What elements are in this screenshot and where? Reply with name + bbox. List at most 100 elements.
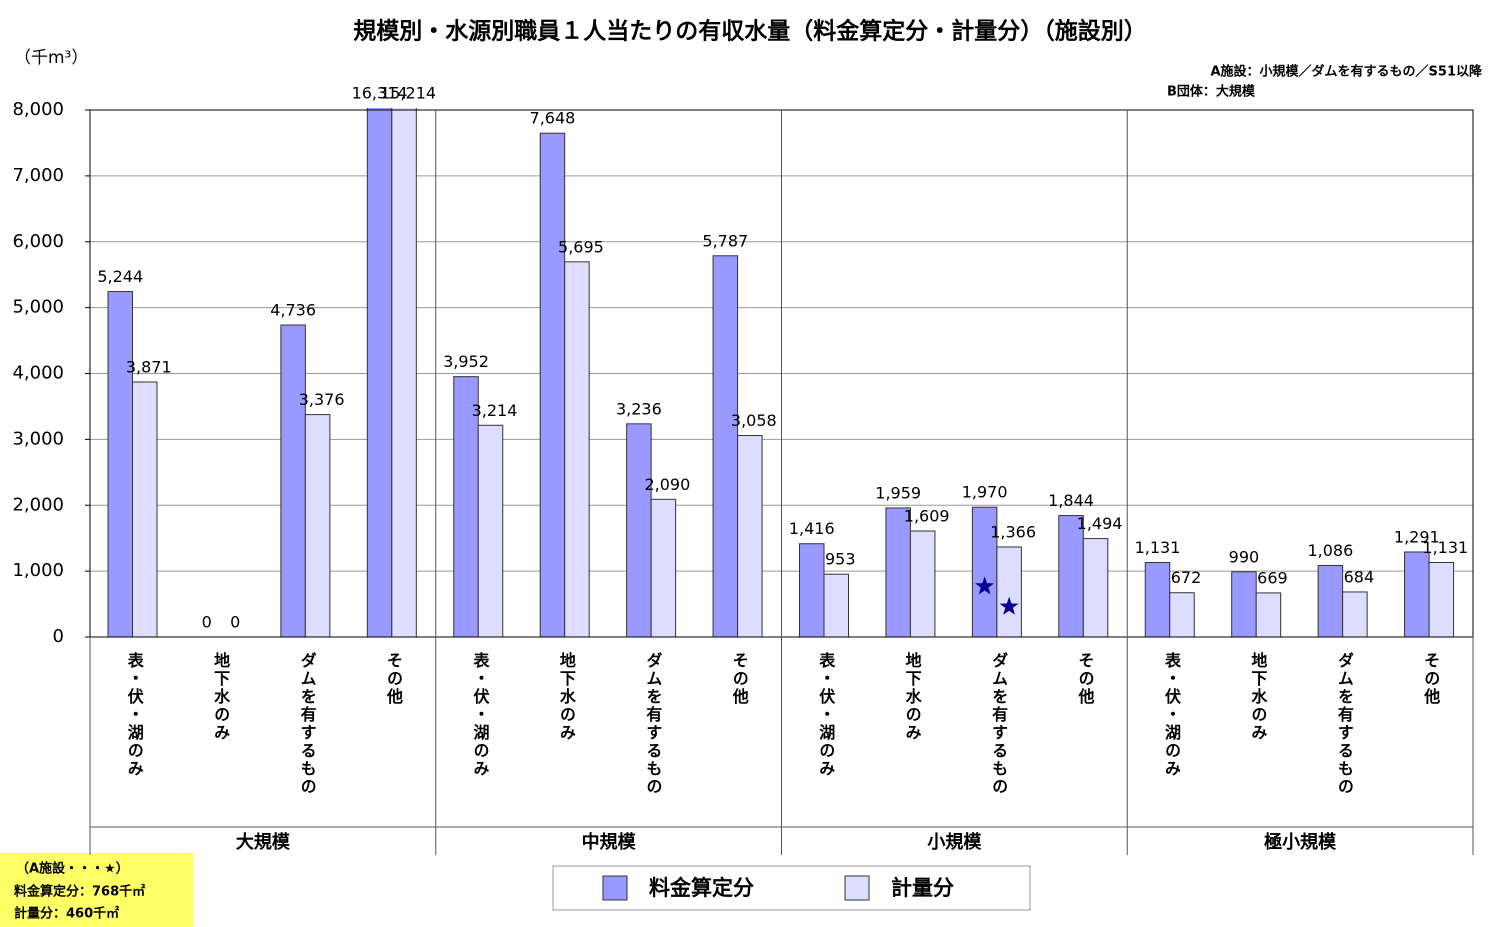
x-tick-label: その他 [730, 652, 750, 706]
y-tick-label: 2,000 [12, 494, 64, 515]
bar [1404, 551, 1430, 638]
value-label: 684 [1344, 567, 1375, 586]
bar [1058, 515, 1084, 638]
bar [1342, 591, 1368, 638]
annotation-line: 料金算定分：768千㎡ [14, 884, 145, 900]
group-label: 中規模 [582, 831, 637, 853]
x-tick-label: その他 [1076, 652, 1096, 706]
value-label: 953 [825, 550, 856, 569]
value-label: 1,609 [904, 507, 950, 526]
bar [1082, 538, 1109, 638]
y-tick-label: 3,000 [12, 428, 64, 449]
value-label: 1,366 [990, 523, 1036, 542]
legend-label: 計量分 [891, 876, 954, 900]
x-tick-label: 地下水のみ [903, 651, 922, 742]
value-label: 1,959 [875, 483, 921, 502]
value-label: 3,952 [443, 352, 489, 371]
value-label: 672 [1171, 568, 1202, 587]
x-tick-label: 地下水のみ [557, 651, 576, 742]
value-label: 0 [230, 613, 240, 632]
legend-swatch [602, 875, 628, 901]
star-marker [999, 596, 1019, 615]
bar [391, 108, 417, 638]
group-label: 極小規模 [1264, 831, 1337, 853]
note: A施設：小規模／ダムを有するもの／S51以降 [1210, 64, 1483, 80]
bar [799, 543, 825, 638]
bar [1317, 564, 1344, 638]
bar [1144, 561, 1171, 638]
y-tick-label: 6,000 [12, 231, 64, 252]
annotation-title: （A施設・・・★） [16, 861, 129, 877]
y-tick-label: 1,000 [12, 560, 64, 581]
bar [737, 435, 763, 638]
value-label: 1,494 [1077, 514, 1123, 533]
bar [996, 546, 1022, 638]
bar [885, 507, 911, 638]
bar [1255, 592, 1282, 638]
bar [712, 255, 739, 638]
x-tick-label: 表・伏・湖のみ [816, 651, 836, 778]
bar [564, 261, 590, 638]
bar [366, 108, 393, 638]
bar [280, 324, 306, 638]
value-label: 1,291 [1394, 527, 1440, 546]
bar [453, 376, 479, 638]
bar [626, 423, 652, 638]
annotation-line: 計量分：460千㎡ [14, 906, 119, 922]
group-label: 大規模 [236, 831, 291, 853]
bar [650, 498, 677, 638]
bar [1428, 561, 1455, 638]
value-label: 3,871 [126, 357, 172, 376]
value-label: 3,236 [616, 399, 662, 418]
x-tick-label: ダムを有するもの [1335, 651, 1354, 796]
value-label: 4,736 [270, 301, 316, 320]
star-marker [975, 576, 995, 595]
y-tick-label: 0 [53, 626, 64, 647]
value-label: 7,648 [530, 109, 576, 128]
x-tick-label: ダムを有するもの [643, 651, 662, 796]
value-label: 3,376 [299, 390, 345, 409]
x-tick-label: 地下水のみ [211, 651, 230, 742]
value-label: 1,086 [1307, 541, 1353, 560]
bar [1231, 571, 1257, 638]
legend-label: 料金算定分 [649, 876, 754, 900]
value-label: 5,787 [702, 231, 748, 250]
value-label: 669 [1257, 568, 1288, 587]
y-tick-label: 4,000 [12, 363, 64, 384]
y-tick-label: 5,000 [12, 297, 64, 318]
legend-swatch [844, 875, 870, 901]
x-tick-label: 表・伏・湖のみ [470, 651, 490, 778]
bar [539, 132, 566, 638]
value-label: 990 [1229, 547, 1260, 566]
bar [909, 530, 936, 638]
bar [823, 573, 849, 638]
value-label: 5,695 [558, 237, 604, 256]
bars [107, 108, 1455, 638]
value-label: 0 [202, 613, 212, 632]
value-label: 2,090 [644, 475, 690, 494]
value-label: 1,844 [1048, 491, 1094, 510]
y-tick-label: 8,000 [12, 99, 64, 120]
value-label: 3,058 [731, 411, 777, 430]
x-tick-label: その他 [384, 652, 404, 706]
x-tick-label: 地下水のみ [1248, 651, 1267, 742]
x-tick-label: ダムを有するもの [298, 651, 317, 796]
value-label: 5,244 [97, 267, 143, 286]
group-label: 小規模 [927, 831, 982, 853]
value-label: 1,131 [1135, 538, 1181, 557]
y-unit: （千m³） [14, 48, 88, 68]
value-label: 16,314 [352, 84, 408, 103]
annotation-box [0, 853, 193, 927]
bar [132, 381, 158, 638]
value-label: 1,970 [962, 483, 1008, 502]
bar [477, 424, 504, 638]
bar [107, 291, 133, 638]
value-label: 3,214 [472, 401, 518, 420]
y-tick-label: 7,000 [12, 165, 64, 186]
value-label: 15,214 [380, 84, 436, 103]
value-label: 1,416 [789, 519, 835, 538]
bar [1169, 592, 1195, 638]
note: B団体：大規模 [1167, 84, 1256, 100]
